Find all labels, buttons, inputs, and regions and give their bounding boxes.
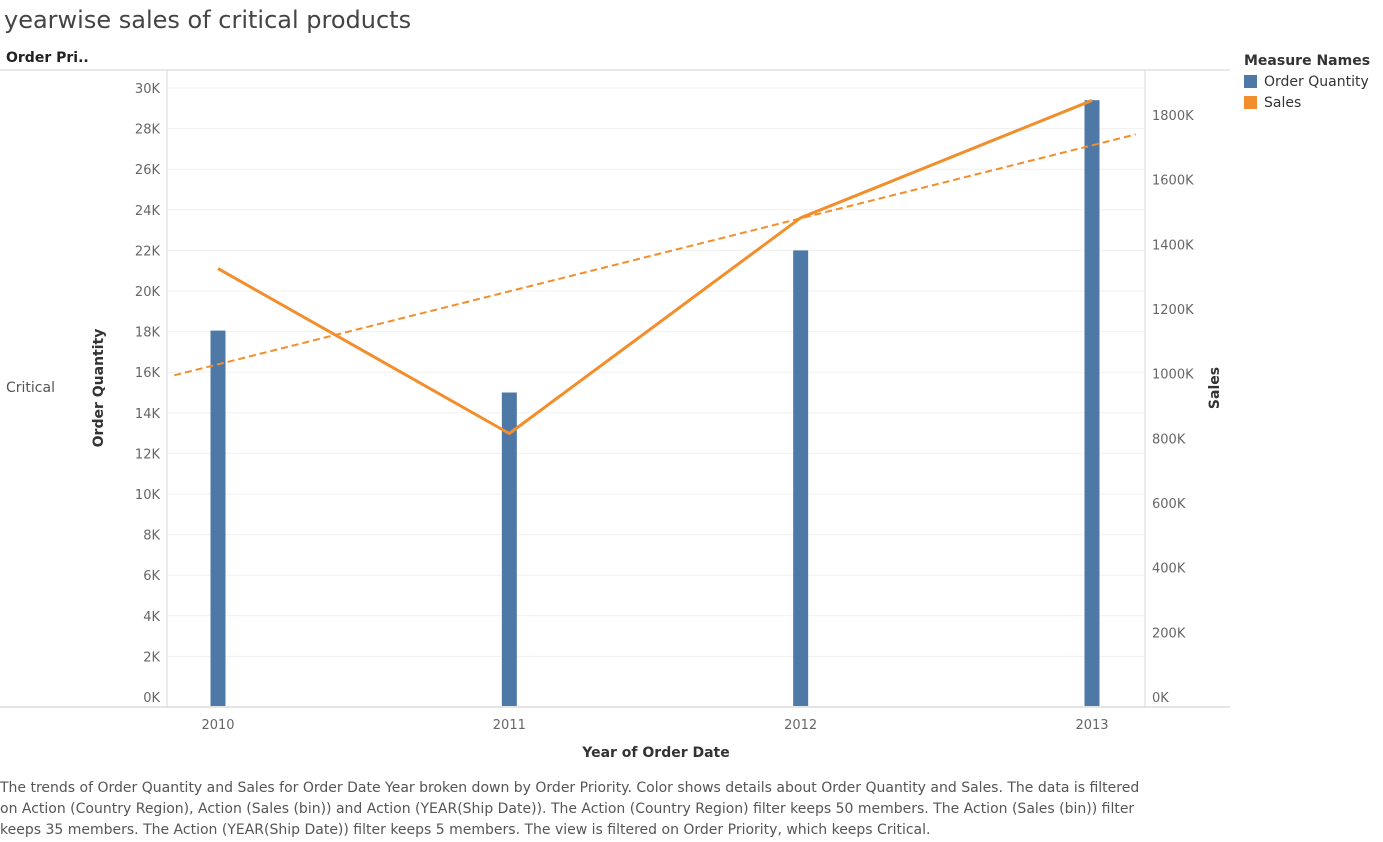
y-right-tick-label: 1200K	[1152, 303, 1194, 318]
x-tick-label: 2013	[1075, 718, 1108, 733]
y-left-tick-label: 12K	[135, 447, 161, 462]
legend-swatch-sales	[1244, 96, 1257, 109]
bar-order-quantity-2013	[1084, 100, 1100, 707]
row-label-critical[interactable]: Critical	[6, 380, 55, 396]
y-left-tick-label: 4K	[143, 610, 160, 625]
y-right-tick-label: 600K	[1152, 497, 1186, 512]
y-left-tick-label: 28K	[135, 123, 161, 138]
row-header-order-priority[interactable]: Order Pri..	[6, 50, 89, 66]
y-left-tick-label: 16K	[135, 366, 161, 381]
line-sales	[217, 99, 1093, 435]
x-tick-label: 2012	[784, 718, 817, 733]
y-right-tick-label: 1800K	[1152, 109, 1194, 124]
y-right-tick-label: 200K	[1152, 626, 1186, 641]
bar-order-quantity-2011	[501, 392, 517, 706]
y-left-tick-label: 8K	[143, 529, 160, 544]
y-left-tick-label: 10K	[135, 488, 161, 503]
chart-title: yearwise sales of critical products	[4, 6, 412, 34]
y-right-tick-label: 800K	[1152, 432, 1186, 447]
y-left-tick-label: 22K	[135, 244, 161, 259]
legend-label-order-quantity: Order Quantity	[1264, 73, 1369, 90]
y-right-tick-label: 0K	[1152, 691, 1169, 706]
x-tick-label: 2010	[201, 718, 234, 733]
legend-label-sales: Sales	[1264, 94, 1302, 111]
y-right-tick-label: 1600K	[1152, 174, 1194, 189]
y-right-axis-title: Sales	[1207, 367, 1223, 409]
y-right-tick-label: 400K	[1152, 562, 1186, 577]
y-left-tick-label: 14K	[135, 407, 161, 422]
y-left-tick-label: 6K	[143, 569, 160, 584]
trend-line-sales	[174, 133, 1136, 377]
legend: Measure Names Order Quantity Sales	[1244, 53, 1370, 113]
x-tick-label: 2011	[493, 718, 526, 733]
y-right-tick-label: 1400K	[1152, 238, 1194, 253]
y-left-tick-label: 18K	[135, 326, 161, 341]
y-left-tick-label: 0K	[143, 691, 160, 706]
chart-caption: The trends of Order Quantity and Sales f…	[0, 780, 1140, 838]
y-right-tick-label: 1000K	[1152, 368, 1194, 383]
y-left-tick-label: 26K	[135, 163, 161, 178]
y-left-tick-label: 2K	[143, 650, 160, 665]
legend-item-sales[interactable]: Sales	[1244, 92, 1370, 113]
bar-order-quantity-2012	[793, 250, 809, 706]
y-left-axis-title: Order Quantity	[91, 329, 107, 448]
legend-title: Measure Names	[1244, 53, 1371, 69]
bar-order-quantity-2010	[210, 330, 226, 706]
legend-item-order-quantity[interactable]: Order Quantity	[1244, 71, 1370, 92]
y-left-tick-label: 24K	[135, 204, 161, 219]
y-left-tick-label: 30K	[135, 82, 161, 97]
y-left-tick-label: 20K	[135, 285, 161, 300]
x-axis-title: Year of Order Date	[581, 745, 730, 761]
legend-swatch-order-quantity	[1244, 75, 1257, 88]
